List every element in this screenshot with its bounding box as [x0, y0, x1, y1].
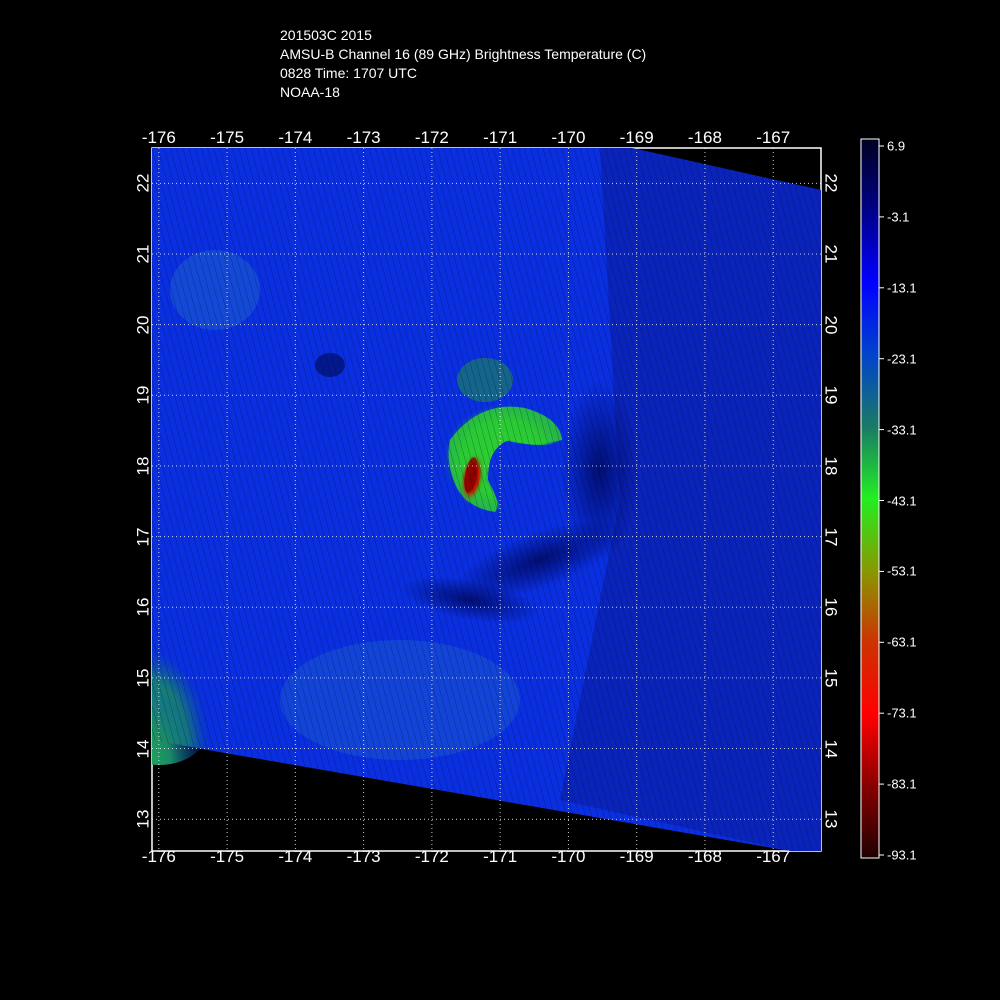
latitude-tick-right: 19 — [820, 385, 840, 405]
latitude-tick-right: 18 — [820, 456, 840, 476]
product-name: AMSU-B Channel 16 (89 GHz) Brightness Te… — [280, 46, 647, 62]
latitude-tick-right: 16 — [820, 597, 840, 617]
colorbar-label: -53.1 — [887, 563, 917, 579]
longitude-tick-top: -167 — [756, 128, 791, 147]
longitude-tick-bottom: -169 — [619, 847, 654, 866]
latitude-tick-right: 13 — [820, 809, 840, 829]
satellite-swath — [152, 148, 821, 851]
latitude-tick-left: 18 — [132, 456, 152, 476]
storm-id: 201503C 2015 — [280, 27, 372, 43]
latitude-tick-left: 20 — [132, 315, 152, 335]
latitude-tick-left: 17 — [132, 527, 152, 547]
colorbar-label: -23.1 — [887, 351, 917, 367]
latitude-tick-left: 19 — [132, 385, 152, 405]
longitude-tick-bottom: -175 — [210, 847, 245, 866]
satellite-name: NOAA-18 — [280, 84, 340, 100]
latitude-tick-left: 15 — [132, 668, 152, 688]
colorbar-label: -93.1 — [887, 847, 917, 863]
latitude-tick-left: 22 — [132, 173, 152, 193]
longitude-tick-top: -175 — [210, 128, 245, 147]
longitude-tick-top: -174 — [278, 128, 313, 147]
latitude-tick-right: 17 — [820, 527, 840, 547]
longitude-tick-top: -168 — [687, 128, 722, 147]
colorbar-label: -43.1 — [887, 493, 917, 508]
latitude-tick-right: 21 — [820, 244, 840, 264]
longitude-tick-bottom: -170 — [551, 847, 586, 866]
longitude-tick-top: -172 — [414, 128, 449, 147]
longitude-tick-top: -170 — [551, 128, 586, 147]
latitude-tick-left: 14 — [132, 739, 152, 759]
latitude-tick-right: 20 — [820, 315, 840, 335]
longitude-tick-bottom: -174 — [278, 847, 313, 866]
longitude-tick-top: -171 — [483, 128, 518, 147]
colorbar-label: -3.1 — [887, 209, 910, 225]
longitude-tick-top: -169 — [619, 128, 654, 147]
latitude-tick-right: 15 — [820, 668, 840, 688]
colorbar-label: -73.1 — [887, 705, 917, 721]
longitude-tick-bottom: -176 — [141, 847, 176, 866]
latitude-tick-left: 21 — [132, 244, 152, 264]
colorbar-label: -63.1 — [887, 634, 917, 650]
longitude-tick-bottom: -172 — [414, 847, 449, 866]
latitude-tick-right: 14 — [820, 739, 840, 759]
colorbar-label: -83.1 — [887, 776, 917, 792]
observation-time: 0828 Time: 1707 UTC — [280, 65, 417, 81]
colorbar — [860, 138, 880, 859]
colorbar-label: 6.9 — [887, 138, 906, 154]
longitude-tick-top: -173 — [346, 128, 381, 147]
latitude-tick-left: 16 — [132, 597, 152, 617]
colorbar-ticks — [879, 145, 884, 856]
title-block: 201503C 2015 AMSU-B Channel 16 (89 GHz) … — [280, 26, 646, 102]
colorbar-label: -13.1 — [887, 280, 917, 296]
longitude-tick-bottom: -167 — [756, 847, 791, 866]
colorbar-label: -33.1 — [887, 422, 917, 438]
longitude-tick-top: -176 — [141, 128, 176, 147]
longitude-tick-bottom: -173 — [346, 847, 381, 866]
latitude-tick-right: 22 — [820, 173, 840, 193]
latitude-tick-left: 13 — [132, 809, 152, 829]
longitude-tick-bottom: -168 — [687, 847, 722, 866]
longitude-tick-bottom: -171 — [483, 847, 518, 866]
